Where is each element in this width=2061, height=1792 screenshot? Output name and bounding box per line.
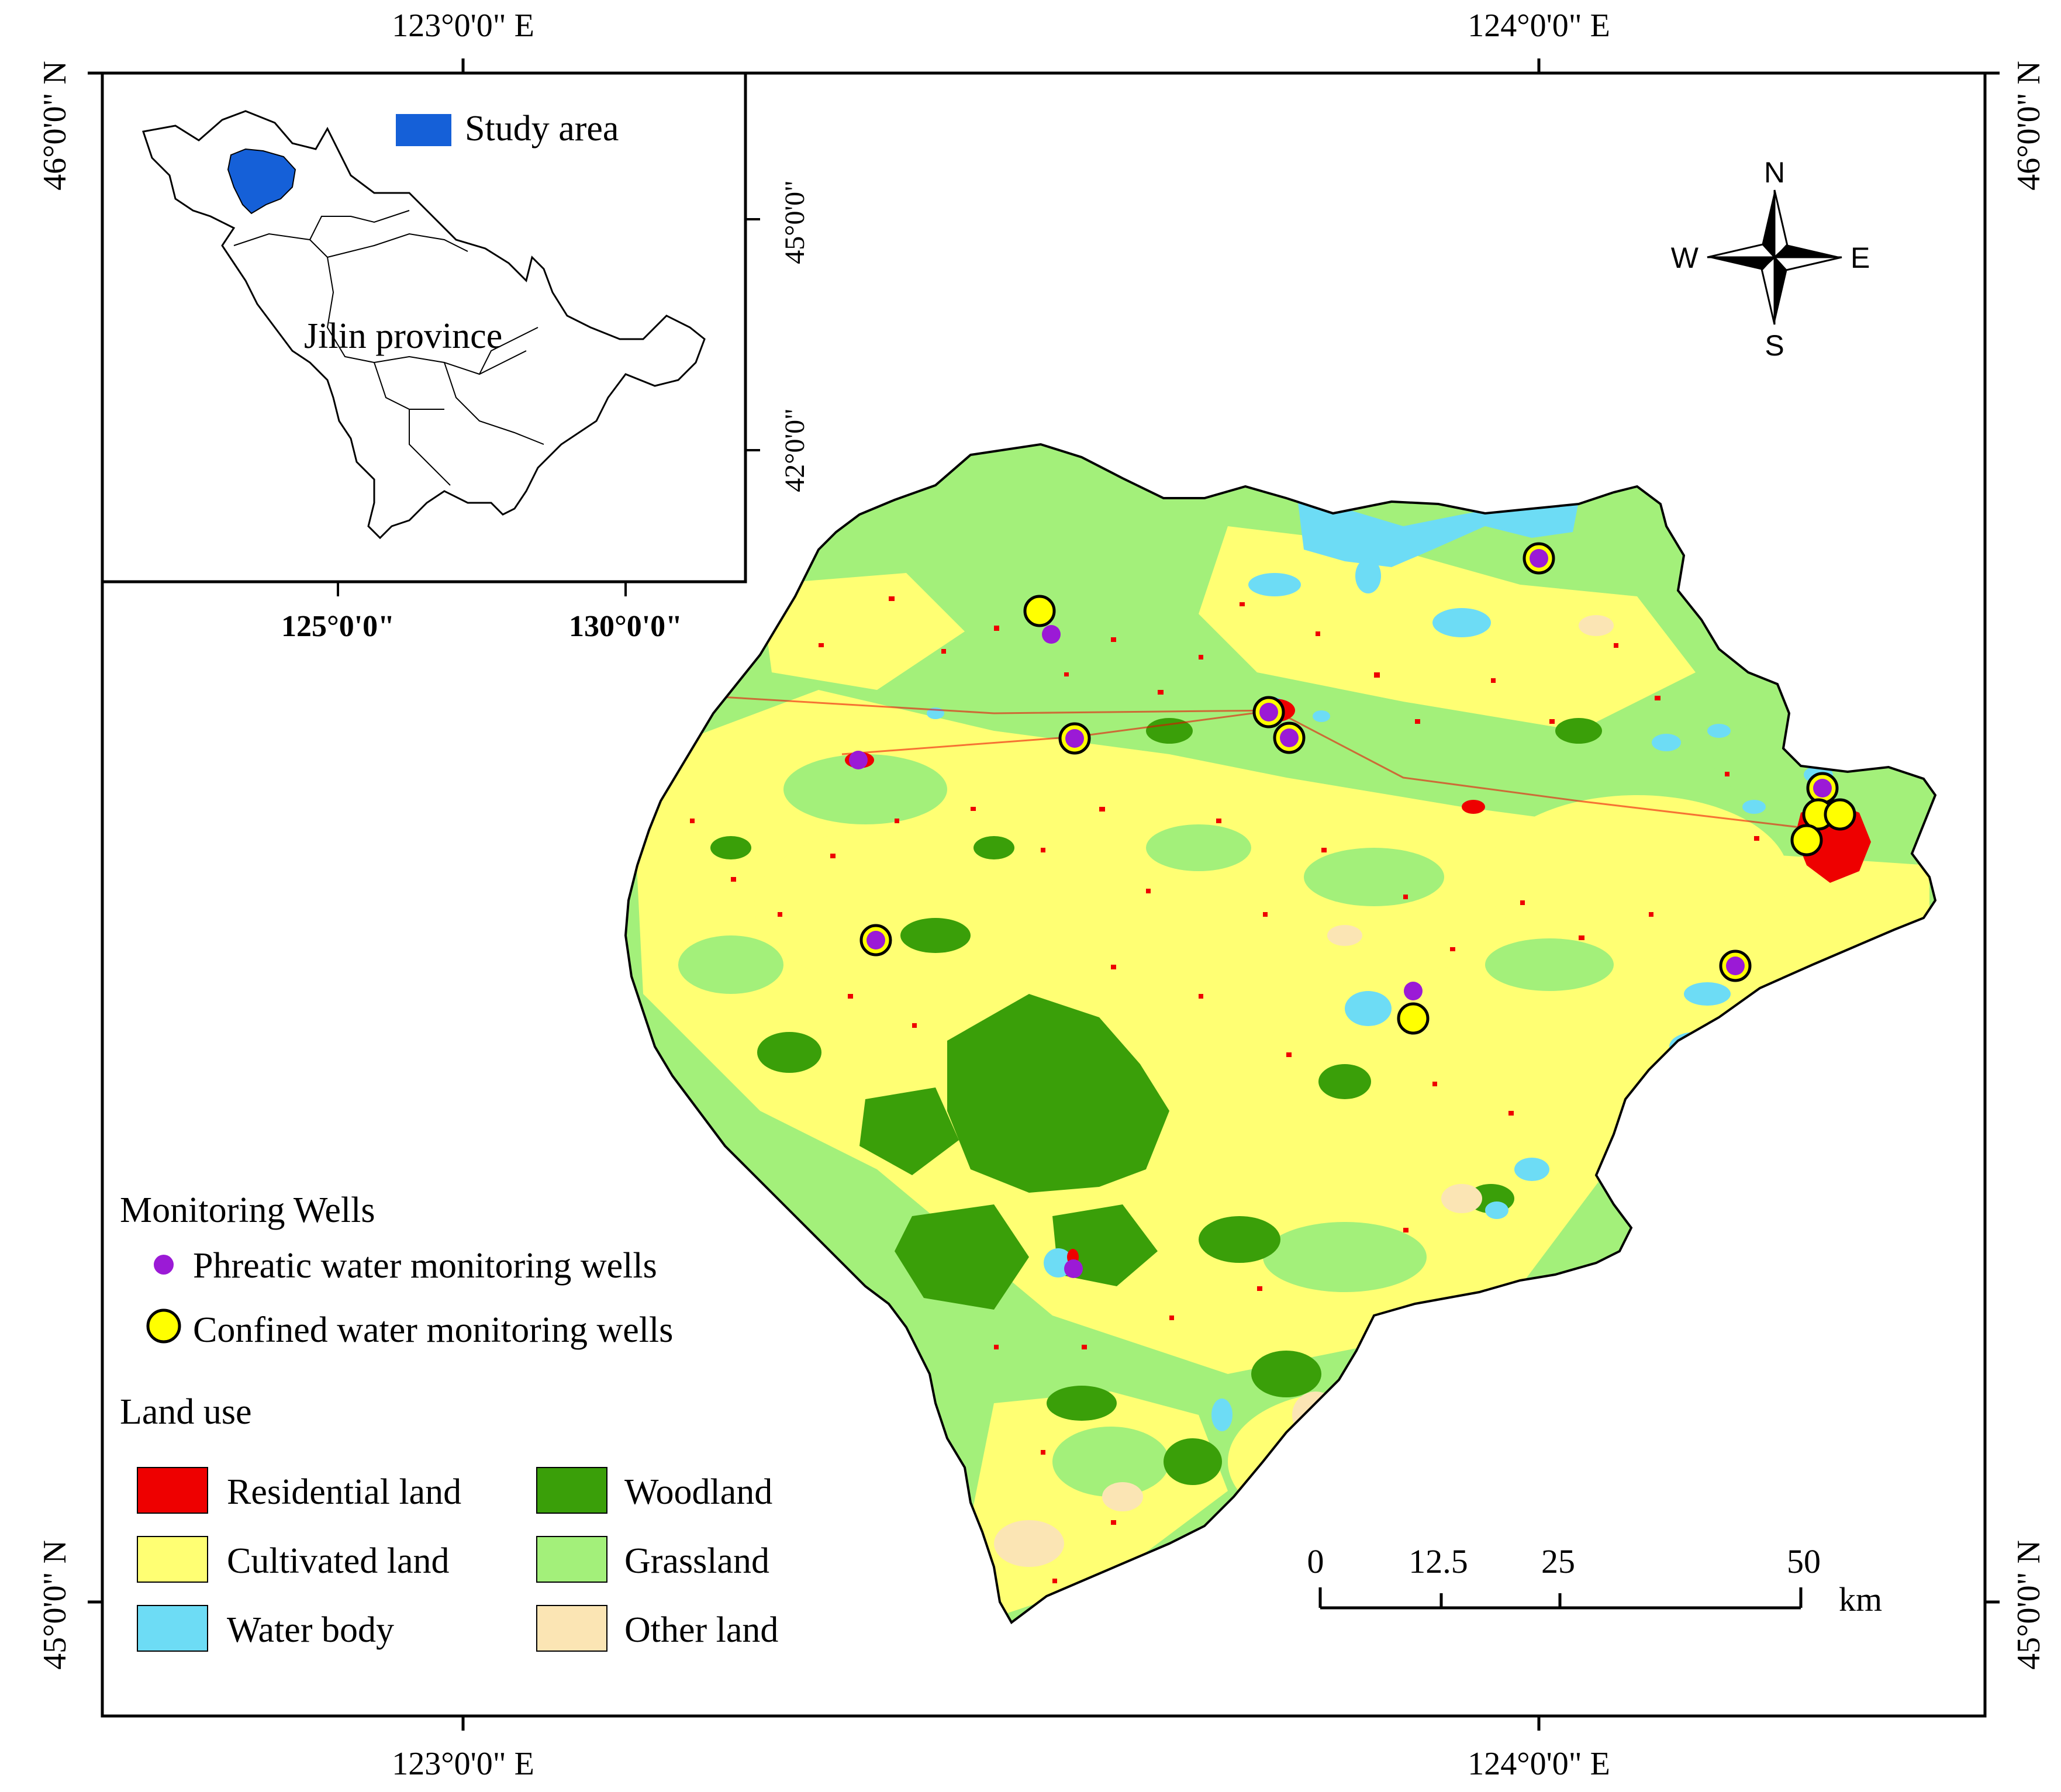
legend: Monitoring Wells Phreatic water monitori… (120, 1190, 778, 1652)
inset-lat-upper: 45°0'0" (779, 180, 810, 264)
top-right-lon-label: 124°0'0" E (1468, 8, 1610, 44)
grassland-legend-swatch (536, 1536, 607, 1583)
woodland-areas (710, 718, 1602, 1485)
phreatic-well-marker (1280, 728, 1299, 747)
north-label: N (1764, 156, 1785, 189)
scale-bar: 0 12.5 25 50 km (1307, 1542, 1883, 1618)
bottom-left-lon-label: 123°0'0" E (392, 1746, 534, 1782)
left-bottom-lat-label: 45°0'0" N (37, 1540, 73, 1670)
scale-tick-12-5: 12.5 (1408, 1542, 1468, 1580)
north-arrow-icon: N S E W (1671, 156, 1870, 362)
phreatic-well-marker (849, 751, 868, 769)
residential-legend-label: Residential land (227, 1472, 461, 1512)
scale-tick-0: 0 (1307, 1542, 1324, 1580)
water-legend-swatch (137, 1605, 208, 1652)
confined-legend-label: Confined water monitoring wells (193, 1310, 673, 1350)
inset-study-area (227, 148, 296, 215)
phreatic-well-marker (1259, 703, 1278, 721)
scale-tick-50: 50 (1787, 1542, 1821, 1580)
wells-legend-title: Monitoring Wells (120, 1190, 375, 1230)
cultivated-legend-swatch (137, 1536, 208, 1583)
cultivated-legend-label: Cultivated land (227, 1541, 450, 1581)
frame-ticks (88, 58, 2000, 1731)
phreatic-well-marker (1042, 625, 1061, 644)
inset-lon-right: 130°0'0" (569, 610, 682, 643)
study-area-outline (624, 443, 1937, 1624)
phreatic-well-marker (1530, 549, 1548, 568)
south-label: S (1765, 329, 1784, 362)
phreatic-well-marker (1813, 779, 1832, 797)
confined-well-marker (1397, 1002, 1430, 1035)
bottom-right-lon-label: 124°0'0" E (1468, 1746, 1610, 1782)
right-top-lat-label: 46°0'0" N (2011, 61, 2047, 191)
landuse-legend-title: Land use (120, 1392, 252, 1432)
left-top-lat-label: 46°0'0" N (37, 61, 73, 191)
phreatic-well-marker (1065, 729, 1084, 748)
jilin-province-outline (142, 110, 706, 540)
east-label: E (1851, 241, 1870, 274)
study-area-legend-label: Study area (465, 109, 619, 149)
monitoring-wells (849, 542, 1856, 1278)
confined-well-marker (1790, 824, 1823, 857)
top-left-lon-label: 123°0'0" E (392, 8, 534, 44)
inset-map: Study area Jilin province 45°0'0" 42°0'0… (101, 71, 810, 643)
inset-lon-left: 125°0'0" (281, 610, 395, 643)
other-legend-label: Other land (624, 1610, 778, 1650)
phreatic-well-marker (866, 931, 885, 949)
other-legend-swatch (536, 1605, 607, 1652)
woodland-legend-label: Woodland (624, 1472, 772, 1512)
phreatic-well-marker (1726, 957, 1745, 975)
confined-well-marker (1824, 798, 1856, 831)
inset-lat-lower: 42°0'0" (779, 408, 810, 492)
grassland-legend-label: Grassland (624, 1541, 769, 1581)
grassland-patches (678, 719, 1853, 1497)
study-area-legend-swatch (396, 114, 451, 146)
woodland-legend-swatch (536, 1467, 607, 1514)
scale-unit: km (1839, 1580, 1882, 1618)
right-bottom-lat-label: 45°0'0" N (2011, 1540, 2047, 1670)
west-label: W (1671, 241, 1699, 274)
phreatic-legend-symbol (154, 1255, 174, 1275)
phreatic-well-marker (1404, 982, 1423, 1000)
confined-legend-symbol (146, 1308, 181, 1344)
water-legend-label: Water body (227, 1610, 394, 1650)
inset-internal-boundaries (233, 210, 544, 486)
phreatic-legend-label: Phreatic water monitoring wells (193, 1246, 657, 1286)
jilin-province-label: Jilin province (304, 316, 502, 356)
scale-tick-25: 25 (1541, 1542, 1575, 1580)
residential-legend-swatch (137, 1467, 208, 1514)
roads (701, 695, 1825, 831)
phreatic-well-marker (1064, 1259, 1083, 1278)
confined-well-marker (1023, 595, 1056, 627)
